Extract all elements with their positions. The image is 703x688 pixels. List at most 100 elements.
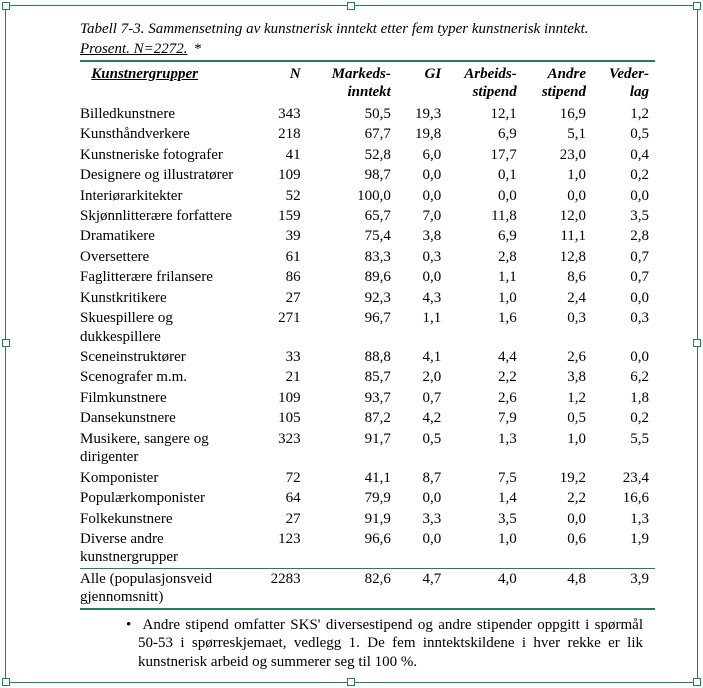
row-os: 1,0 <box>523 429 592 468</box>
row-os: 3,8 <box>523 367 592 387</box>
row-m: 87,2 <box>307 408 397 428</box>
row-v: 6,2 <box>592 367 655 387</box>
row-gi: 4,1 <box>397 347 447 367</box>
row-os: 0,3 <box>523 308 592 347</box>
row-gi: 3,3 <box>397 509 447 529</box>
row-v: 23,4 <box>592 468 655 488</box>
table-row: Interiørarkitekter52100,00,00,00,00,0 <box>80 186 655 206</box>
row-as: 0,0 <box>447 186 523 206</box>
row-m: 41,1 <box>307 468 397 488</box>
table-caption-line2: Prosent. N=2272. * <box>80 41 655 60</box>
row-m: 85,7 <box>307 367 397 387</box>
row-n: 41 <box>256 145 306 165</box>
row-os: 19,2 <box>523 468 592 488</box>
selection-handle <box>2 339 10 347</box>
row-as: 0,1 <box>447 165 523 185</box>
row-n: 323 <box>256 429 306 468</box>
table-caption-line1: Tabell 7-3. Sammensetning av kunstnerisk… <box>80 16 655 41</box>
row-n: 105 <box>256 408 306 428</box>
row-m: 83,3 <box>307 247 397 267</box>
row-gi: 0,0 <box>397 165 447 185</box>
row-label: Musikere, sangere og dirigenter <box>80 429 256 468</box>
row-m: 79,9 <box>307 488 397 508</box>
row-label: Kunstkritikere <box>80 288 256 308</box>
row-gi: 4,2 <box>397 408 447 428</box>
total-m: 82,6 <box>307 569 397 608</box>
row-label: Dramatikere <box>80 226 256 246</box>
row-os: 8,6 <box>523 267 592 287</box>
row-n: 271 <box>256 308 306 347</box>
row-gi: 1,1 <box>397 308 447 347</box>
row-os: 23,0 <box>523 145 592 165</box>
row-m: 65,7 <box>307 206 397 226</box>
row-os: 2,6 <box>523 347 592 367</box>
row-n: 61 <box>256 247 306 267</box>
row-as: 1,6 <box>447 308 523 347</box>
row-n: 27 <box>256 509 306 529</box>
row-m: 91,7 <box>307 429 397 468</box>
row-m: 52,8 <box>307 145 397 165</box>
bullet-icon: • <box>126 616 138 635</box>
row-gi: 0,0 <box>397 267 447 287</box>
row-label: Kunstneriske fotografer <box>80 145 256 165</box>
row-v: 16,6 <box>592 488 655 508</box>
row-gi: 2,0 <box>397 367 447 387</box>
row-label: Faglitterære frilansere <box>80 267 256 287</box>
row-gi: 19,8 <box>397 124 447 144</box>
row-os: 2,4 <box>523 288 592 308</box>
row-label: Komponister <box>80 468 256 488</box>
table-row: Kunstkritikere2792,34,31,02,40,0 <box>80 288 655 308</box>
table-row: Folkekunstnere2791,93,33,50,01,3 <box>80 509 655 529</box>
table-row: Kunstneriske fotografer4152,86,017,723,0… <box>80 145 655 165</box>
table-row: Faglitterære frilansere8689,60,01,18,60,… <box>80 267 655 287</box>
row-gi: 19,3 <box>397 104 447 124</box>
row-v: 1,3 <box>592 509 655 529</box>
selection-handle <box>2 678 10 686</box>
col-work-stipend: Arbeids-stipend <box>447 62 523 104</box>
row-n: 64 <box>256 488 306 508</box>
col-group: Kunstnergrupper <box>80 62 256 104</box>
row-v: 0,2 <box>592 165 655 185</box>
row-v: 0,0 <box>592 186 655 206</box>
table-row: Dansekunstnere10587,24,27,90,50,2 <box>80 408 655 428</box>
row-label: Diverse andre kunstnergrupper <box>80 529 256 568</box>
selection-handle <box>347 2 355 10</box>
row-os: 1,0 <box>523 165 592 185</box>
row-m: 96,7 <box>307 308 397 347</box>
row-n: 109 <box>256 388 306 408</box>
table-row: Filmkunstnere10993,70,72,61,21,8 <box>80 388 655 408</box>
row-os: 11,1 <box>523 226 592 246</box>
row-os: 1,2 <box>523 388 592 408</box>
total-n: 2283 <box>256 569 306 608</box>
table-row: Dramatikere3975,43,86,911,12,8 <box>80 226 655 246</box>
selection-handle <box>693 678 701 686</box>
row-v: 1,2 <box>592 104 655 124</box>
total-label: Alle (populasjonsveid gjennomsnitt) <box>80 569 256 608</box>
row-as: 2,8 <box>447 247 523 267</box>
total-as: 4,0 <box>447 569 523 608</box>
col-compensation: Veder-lag <box>592 62 655 104</box>
table-row: Populærkomponister6479,90,01,42,216,6 <box>80 488 655 508</box>
table-row: Skjønnlitterære forfattere15965,77,011,8… <box>80 206 655 226</box>
row-label: Populærkomponister <box>80 488 256 508</box>
table-total-row: Alle (populasjonsveid gjennomsnitt) 2283… <box>80 569 655 608</box>
table-row: Billedkunstnere34350,519,312,116,91,2 <box>80 104 655 124</box>
row-os: 0,0 <box>523 509 592 529</box>
col-other-stipend: Andrestipend <box>523 62 592 104</box>
row-label: Interiørarkitekter <box>80 186 256 206</box>
selection-handle <box>693 339 701 347</box>
row-as: 7,9 <box>447 408 523 428</box>
table-row: Komponister7241,18,77,519,223,4 <box>80 468 655 488</box>
row-as: 2,6 <box>447 388 523 408</box>
row-label: Kunsthåndverkere <box>80 124 256 144</box>
row-n: 159 <box>256 206 306 226</box>
selection-handle <box>2 2 10 10</box>
selection-handle <box>693 2 701 10</box>
table-row: Kunsthåndverkere21867,719,86,95,10,5 <box>80 124 655 144</box>
row-n: 21 <box>256 367 306 387</box>
selection-handle <box>347 678 355 686</box>
row-gi: 0,0 <box>397 529 447 568</box>
row-n: 123 <box>256 529 306 568</box>
row-gi: 0,0 <box>397 186 447 206</box>
row-as: 1,1 <box>447 267 523 287</box>
